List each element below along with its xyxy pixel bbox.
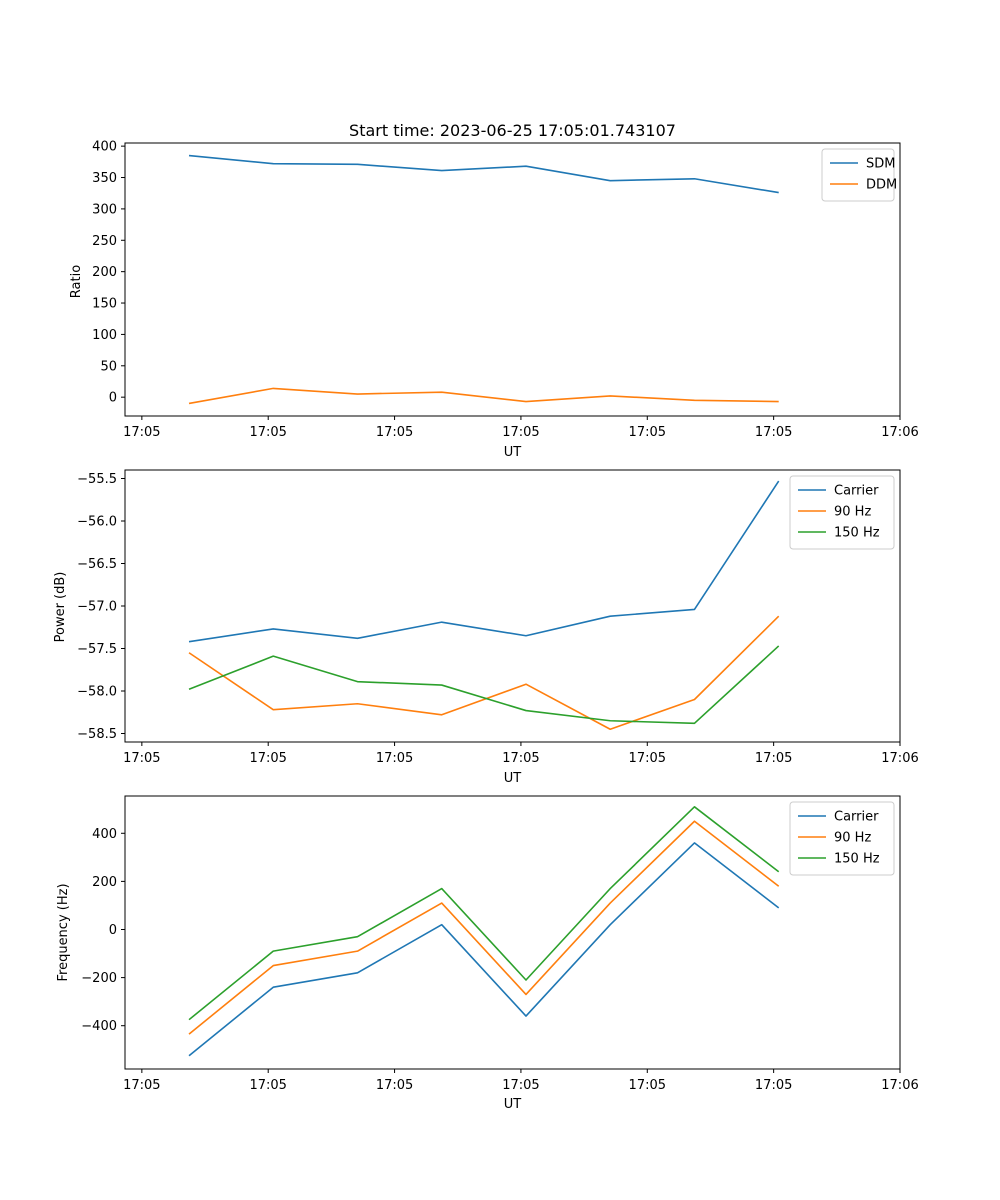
power-legend-label: 150 Hz <box>834 526 880 541</box>
frequency-legend-label: Carrier <box>834 810 879 825</box>
ratio-y-tick-label: 400 <box>92 140 117 155</box>
power-y-tick-label: −55.5 <box>77 472 117 487</box>
ratio-series-ddm <box>188 387 779 405</box>
ratio-x-tick-label: 17:05 <box>755 425 792 440</box>
frequency-x-tick-label: 17:05 <box>755 1078 792 1093</box>
power-series-carrier <box>188 480 780 643</box>
frequency-y-tick-label: −400 <box>81 1019 117 1034</box>
frequency-x-tick-label: 17:05 <box>629 1078 666 1093</box>
power-panel: UT Power (dB) 17:05 17:05 17:05 17:05 17:05 1… <box>53 469 919 786</box>
ratio-legend-label: SDM <box>866 157 895 172</box>
power-y-tick-label: −56.5 <box>77 557 117 572</box>
ratio-x-tick-label: 17:05 <box>502 425 539 440</box>
ratio-y-tick-label: 100 <box>92 328 117 343</box>
power-legend-box <box>789 475 895 550</box>
power-x-tick-label: 17:06 <box>881 751 918 766</box>
ratio-series-sdm <box>188 154 779 194</box>
ratio-x-tick-label: 17:05 <box>123 425 160 440</box>
ratio-y-axis-label: Ratio <box>69 265 84 298</box>
ratio-legend-label: DDM <box>866 178 897 193</box>
power-series-150-hz <box>188 645 780 725</box>
ratio-panel: UT Ratio 17:05 17:05 17:05 17:05 17:05 17:05 1… <box>69 140 919 460</box>
frequency-y-axis-label: Frequency (Hz) <box>56 883 71 981</box>
power-legend-label: 90 Hz <box>834 505 871 520</box>
ratio-x-tick-label: 17:05 <box>629 425 666 440</box>
ratio-y-tick-label: 50 <box>100 359 117 374</box>
frequency-y-tick-label: 0 <box>109 923 117 938</box>
frequency-x-tick-label: 17:05 <box>123 1078 160 1093</box>
frequency-x-tick-label: 17:05 <box>249 1078 286 1093</box>
power-x-tick-label: 17:05 <box>123 751 160 766</box>
frequency-legend-box <box>789 801 895 876</box>
ratio-y-tick-label: 0 <box>109 391 117 406</box>
power-y-tick-label: −57.0 <box>77 600 117 615</box>
frequency-legend: Carrier 90 Hz 150 Hz <box>789 801 895 876</box>
power-x-tick-label: 17:05 <box>249 751 286 766</box>
ratio-x-tick-label: 17:06 <box>881 425 918 440</box>
chart-title: Start time: 2023-06-25 17:05:01.743107 <box>349 121 676 140</box>
ratio-y-tick-label: 300 <box>92 202 117 217</box>
power-y-tick-label: −58.5 <box>77 727 117 742</box>
power-y-tick-label: −58.0 <box>77 685 117 700</box>
frequency-panel: UT Frequency (Hz) 17:05 17:05 17:05 17:05 17… <box>56 795 919 1112</box>
ratio-y-tick-label: 250 <box>92 234 117 249</box>
frequency-y-tick-label: 200 <box>92 875 117 890</box>
frequency-x-axis-label: UT <box>504 1097 522 1112</box>
power-series-90-hz <box>188 615 780 731</box>
power-y-tick-label: −57.5 <box>77 642 117 657</box>
frequency-series-carrier <box>188 842 780 1057</box>
frequency-y-tick-label: 400 <box>92 827 117 842</box>
ratio-x-tick-label: 17:05 <box>376 425 413 440</box>
frequency-axes-frame <box>124 795 901 1070</box>
power-y-axis-label: Power (dB) <box>53 572 68 643</box>
frequency-y-tick-label: −200 <box>81 971 117 986</box>
frequency-x-tick-label: 17:05 <box>502 1078 539 1093</box>
frequency-legend-label: 90 Hz <box>834 831 871 846</box>
ratio-x-tick-label: 17:05 <box>249 425 286 440</box>
frequency-series-90-hz <box>188 820 780 1035</box>
power-x-axis-label: UT <box>504 771 522 786</box>
power-legend: Carrier 90 Hz 150 Hz <box>789 475 895 550</box>
power-x-tick-label: 17:05 <box>376 751 413 766</box>
ratio-y-tick-label: 350 <box>92 171 117 186</box>
ratio-y-tick-label: 200 <box>92 265 117 280</box>
ratio-legend: SDM DDM <box>821 148 897 202</box>
power-x-tick-label: 17:05 <box>629 751 666 766</box>
frequency-x-tick-label: 17:05 <box>376 1078 413 1093</box>
power-x-tick-label: 17:05 <box>755 751 792 766</box>
ratio-legend-box <box>821 148 895 202</box>
ratio-y-tick-label: 150 <box>92 297 117 312</box>
ratio-axes-frame <box>124 142 901 417</box>
power-y-tick-label: −56.0 <box>77 515 117 530</box>
frequency-x-tick-label: 17:06 <box>881 1078 918 1093</box>
ratio-x-axis-label: UT <box>504 445 522 460</box>
power-legend-label: Carrier <box>834 484 879 499</box>
frequency-series-150-hz <box>188 806 780 1021</box>
power-x-tick-label: 17:05 <box>502 751 539 766</box>
frequency-legend-label: 150 Hz <box>834 852 880 867</box>
